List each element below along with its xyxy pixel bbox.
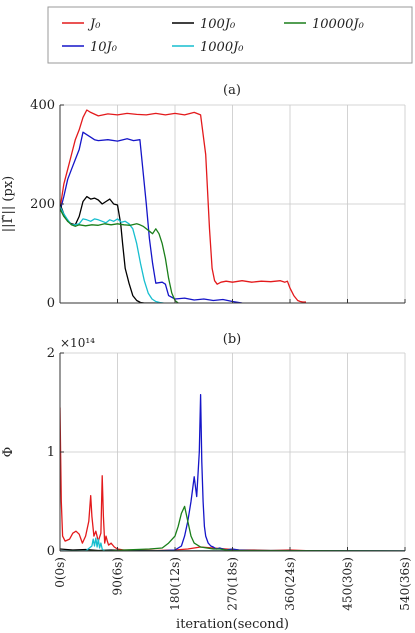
x-tick-label-4: 360(24s) [283, 557, 297, 611]
x-tick-label-1: 90(6s) [111, 557, 125, 595]
x-tick-label-5: 450(30s) [341, 557, 355, 611]
legend-label-2: 100J₀ [200, 17, 236, 32]
legend-label-3: 1000J₀ [200, 40, 244, 55]
y-tick-label-1: 200 [30, 197, 55, 212]
panel-a: 0 200 400 ||Γ̃|| (px) [1, 98, 406, 311]
y-tick-label-1: 1 [47, 445, 55, 460]
series-line-2 [60, 195, 156, 303]
y-tick-label-0: 0 [47, 296, 55, 311]
legend: J₀ 10J₀ 100J₀ 1000J₀ 10000J₀ [47, 6, 413, 64]
panel-b: 0 1 2 Φ ×10¹⁴ 0(0s) 90(6s) 180(12s) 270(18s) 360(… [1, 336, 412, 632]
legend-items: J₀ 10J₀ 100J₀ 1000J₀ 10000J₀ [62, 17, 365, 55]
series-line-3 [60, 206, 164, 303]
y-tick-label-2: 2 [47, 346, 55, 361]
panel-label-a: (a) [223, 83, 241, 98]
series-line-1 [60, 131, 243, 303]
y-multiplier: ×10¹⁴ [60, 336, 95, 350]
series-line-4 [60, 208, 179, 303]
series-line-4 [60, 505, 405, 551]
y-tick-label-2: 400 [30, 98, 55, 113]
x-tick-label-2: 180(12s) [168, 557, 182, 611]
y-tick-label-0: 0 [47, 544, 55, 559]
legend-label-1: 10J₀ [90, 40, 118, 55]
series-group [60, 109, 306, 303]
legend-label-0: J₀ [87, 17, 101, 32]
y-axis-label: ||Γ̃|| (px) [1, 176, 16, 232]
x-tick-label-0: 0(0s) [53, 557, 67, 588]
x-tick-label-6: 540(36s) [398, 557, 412, 611]
x-axis-label: iteration(second) [176, 617, 289, 632]
y-axis-label: Φ [1, 447, 16, 458]
series-line-3 [60, 537, 405, 551]
legend-label-4: 10000J₀ [312, 17, 365, 32]
x-tick-label-3: 270(18s) [226, 557, 240, 611]
series-line-0 [60, 109, 306, 303]
panel-label-b: (b) [223, 332, 241, 347]
legend-box [47, 6, 413, 64]
